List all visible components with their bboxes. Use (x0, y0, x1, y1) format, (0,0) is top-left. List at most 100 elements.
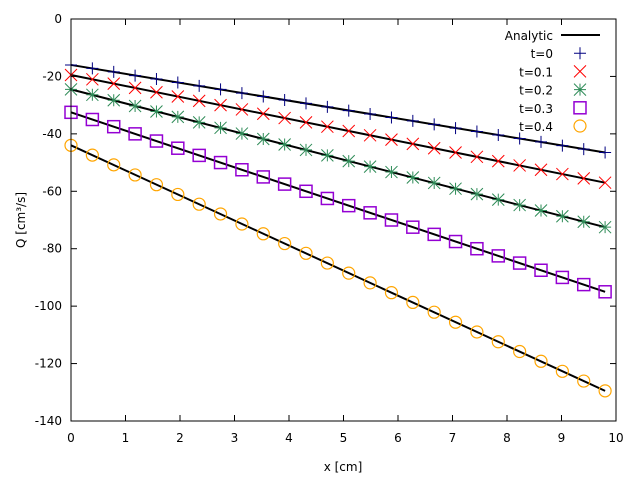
legend-label: t=0.2 (519, 84, 553, 98)
data-point (448, 234, 463, 249)
y-tick-label: -20 (42, 69, 62, 83)
cross-marker (299, 116, 313, 129)
data-point (278, 138, 291, 151)
star-marker (192, 116, 206, 129)
data-point (321, 120, 334, 134)
circle-marker (149, 178, 164, 192)
data-point (171, 141, 185, 155)
data-point (299, 116, 313, 129)
star-marker (470, 187, 484, 201)
circle-marker (448, 315, 463, 329)
square-marker (235, 163, 249, 177)
data-point (299, 143, 313, 157)
analytic-line (70, 74, 606, 184)
legend-label: t=0.4 (519, 120, 553, 134)
data-point (576, 277, 591, 292)
data-point (363, 128, 377, 142)
data-point (556, 139, 569, 152)
data-point (556, 167, 569, 181)
star-marker (449, 182, 462, 196)
data-point (300, 97, 313, 110)
data-point (299, 184, 313, 199)
data-point (321, 149, 334, 162)
y-tick-label: -60 (42, 184, 62, 198)
data-point (513, 198, 526, 212)
data-point (555, 364, 569, 378)
data-point (107, 93, 121, 107)
star-marker (256, 132, 270, 146)
square-marker (213, 155, 228, 170)
x-tick-label: 7 (449, 431, 457, 445)
data-point (235, 163, 249, 177)
x-tick-label: 1 (122, 431, 130, 445)
data-point (491, 249, 506, 263)
data-point (470, 125, 483, 138)
data-point (128, 127, 142, 141)
square-marker (171, 141, 185, 155)
circle-marker (299, 246, 313, 260)
data-point (513, 344, 527, 359)
cross-marker (171, 90, 185, 103)
data-point (86, 72, 99, 86)
circle-marker (513, 344, 527, 359)
data-point (278, 93, 291, 106)
data-point (556, 209, 569, 223)
data-point (256, 170, 271, 184)
plus-marker (513, 132, 526, 145)
data-point (577, 172, 591, 185)
cross-marker (513, 159, 526, 172)
plot-marks (64, 58, 612, 398)
plus-marker (574, 47, 586, 60)
cross-marker (150, 85, 163, 99)
cross-marker (107, 77, 121, 90)
square-marker (256, 170, 271, 184)
legend-label-analytic: Analytic (505, 29, 553, 43)
cross-marker (406, 137, 420, 151)
circle-marker (406, 295, 420, 310)
plus-marker (406, 114, 419, 127)
data-point (107, 65, 120, 78)
plus-marker (321, 100, 334, 113)
circle-marker (491, 335, 505, 349)
data-point (106, 119, 121, 134)
data-point (406, 220, 420, 234)
x-tick-label: 5 (340, 431, 348, 445)
square-marker (576, 277, 591, 292)
data-point (577, 215, 591, 229)
star-marker (107, 93, 121, 107)
data-point (427, 141, 441, 155)
data-point (85, 148, 99, 162)
data-point (149, 134, 164, 148)
circle-marker (598, 384, 612, 398)
circle-marker (235, 217, 249, 231)
data-point (107, 158, 121, 172)
circle-marker (573, 119, 587, 133)
data-point (534, 204, 548, 217)
legend-label: t=0 (531, 47, 553, 61)
data-point (577, 143, 590, 156)
circle-marker (427, 305, 441, 319)
square-marker (598, 285, 612, 299)
data-point (341, 198, 356, 213)
star-marker (278, 138, 291, 151)
data-point (150, 73, 163, 86)
data-point (256, 132, 270, 146)
data-point (235, 127, 249, 140)
star-marker (598, 220, 612, 234)
data-point (427, 227, 441, 242)
data-point (86, 62, 99, 75)
analytic-line (70, 144, 606, 392)
plus-marker (470, 125, 483, 138)
data-point (534, 354, 548, 368)
axes: 0 1 2 3 4 5 6 7 8 9 10 0 -20 -40 -60 -80 -100 -120 -140 (35, 12, 624, 445)
square-marker (491, 249, 506, 263)
x-tick-label: 8 (503, 431, 511, 445)
plus-marker (535, 135, 548, 148)
star-marker (573, 83, 587, 96)
y-tick-label: 0 (54, 12, 62, 26)
cross-marker (86, 72, 99, 86)
data-point (470, 150, 484, 164)
star-marker (406, 171, 420, 184)
plus-marker (278, 93, 291, 106)
